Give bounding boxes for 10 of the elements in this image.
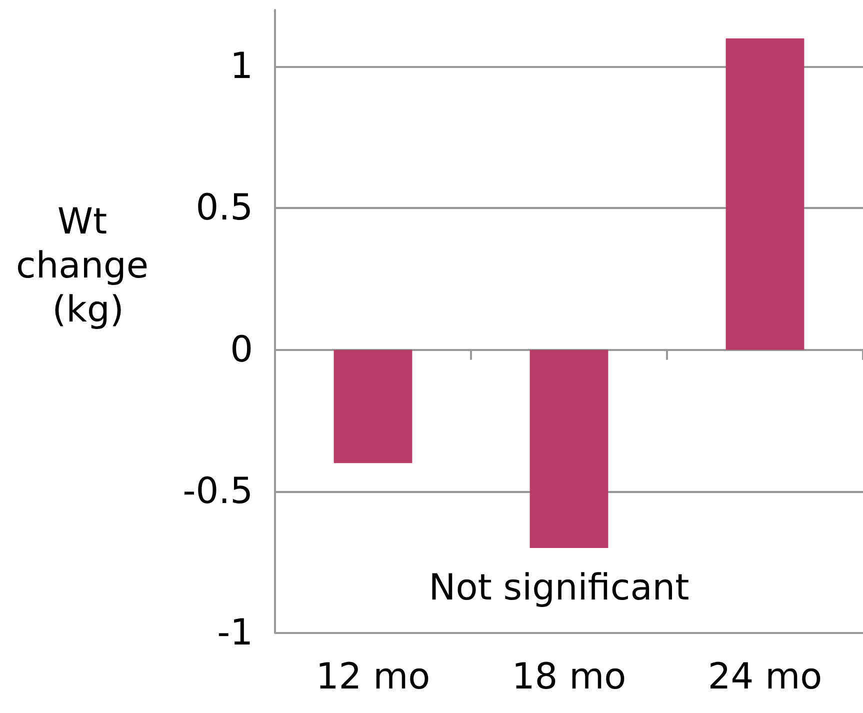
annotation: Not significant (428, 568, 690, 608)
y-tick-label: -1 (217, 612, 253, 654)
y-tick-label: 0 (230, 329, 253, 370)
x-tick-label: 18 mo (512, 656, 626, 698)
y-tick-label: 1 (230, 46, 253, 88)
x-tick-label: 24 mo (708, 656, 822, 698)
y-axis-title: Wt change (kg) (16, 202, 160, 330)
x-tick-label: 12 mo (316, 656, 430, 698)
y-tick-label: 0.5 (196, 188, 253, 229)
y-tick-label: -0.5 (182, 470, 253, 512)
